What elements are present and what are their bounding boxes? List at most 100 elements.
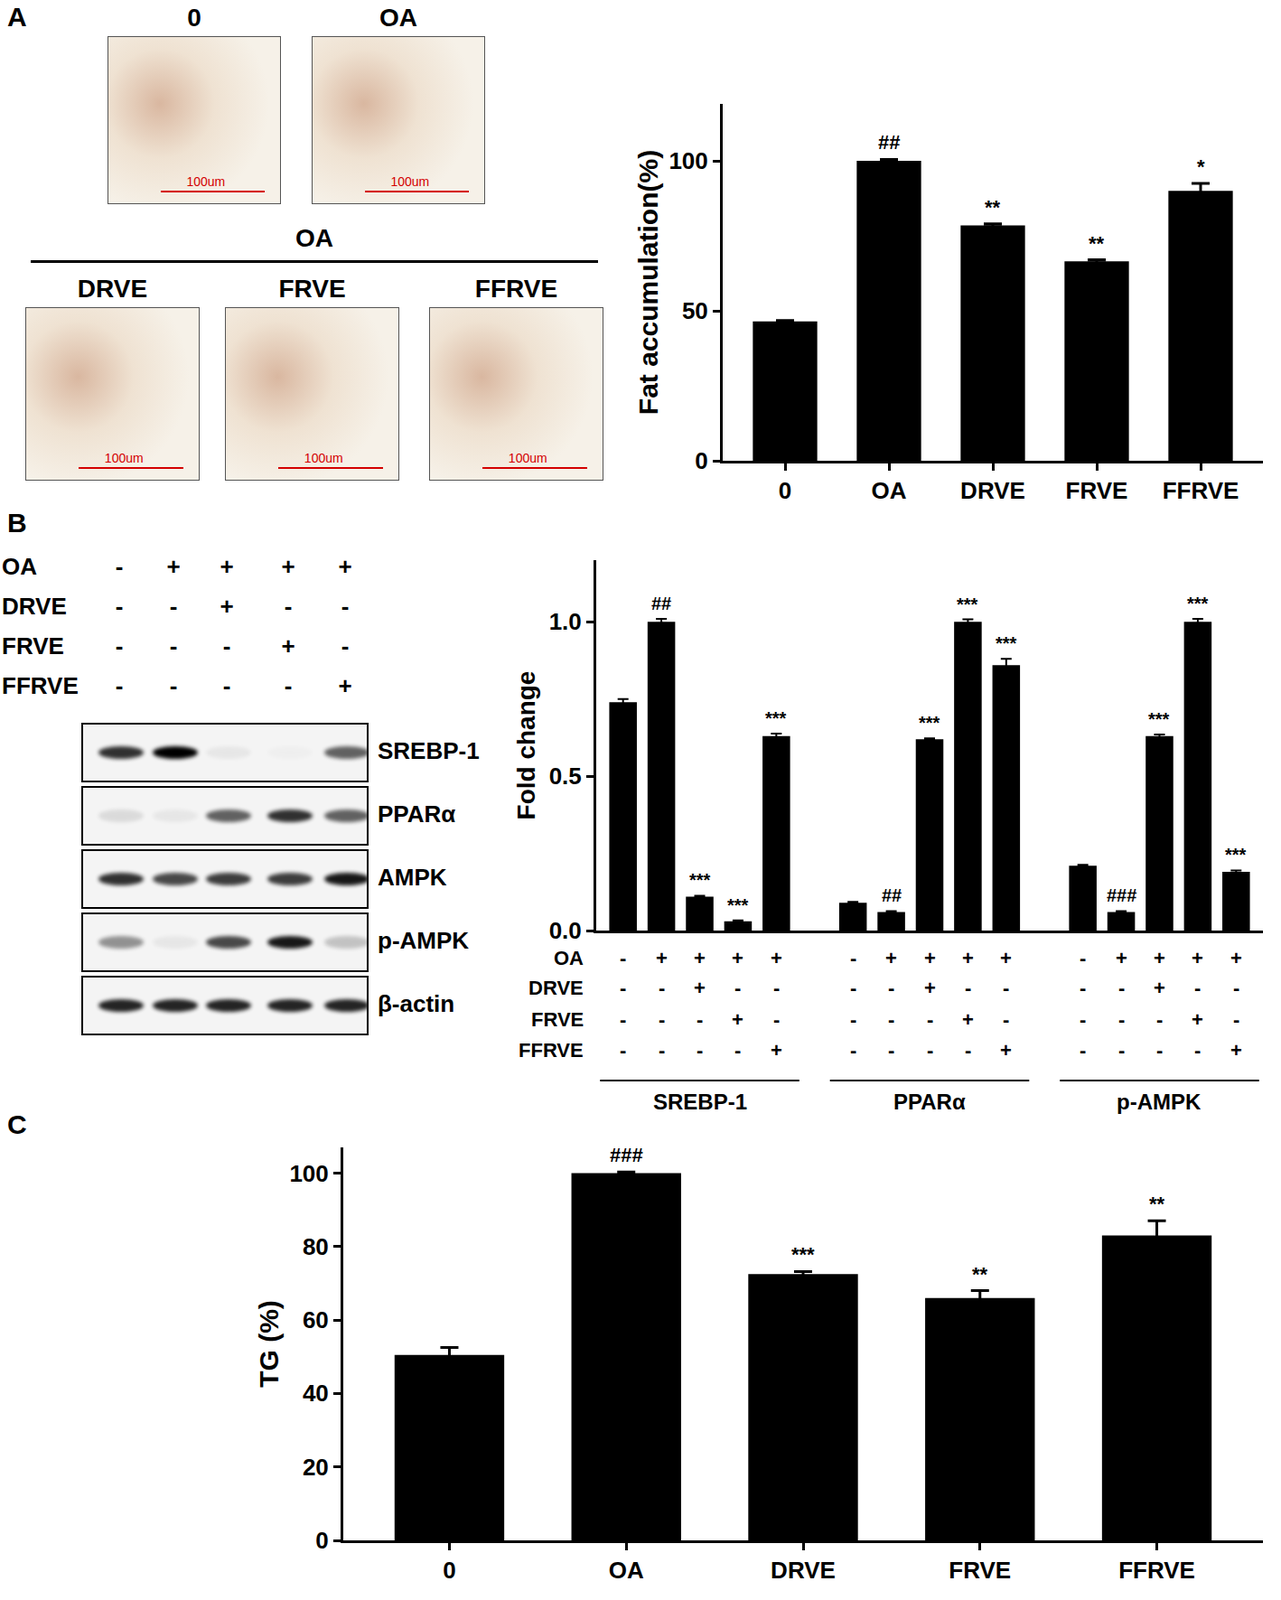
svg-text:+: + xyxy=(1153,946,1166,970)
svg-text:-: - xyxy=(888,976,895,1000)
svg-text:+: + xyxy=(731,946,744,970)
svg-text:***: *** xyxy=(1224,844,1247,865)
svg-text:###: ### xyxy=(1106,885,1137,906)
svg-text:-: - xyxy=(1233,976,1240,1000)
svg-text:+: + xyxy=(693,946,706,970)
svg-text:Fat accumulation(%): Fat accumulation(%) xyxy=(633,149,664,415)
svg-text:###: ### xyxy=(609,1143,644,1167)
svg-text:100: 100 xyxy=(668,147,708,175)
svg-text:FRVE: FRVE xyxy=(948,1556,1011,1584)
svg-text:##: ## xyxy=(878,130,900,154)
svg-text:+: + xyxy=(962,946,974,970)
svg-text:***: *** xyxy=(918,712,941,733)
svg-text:***: *** xyxy=(689,869,711,890)
svg-text:FFRVE: FFRVE xyxy=(1162,476,1240,505)
svg-text:-: - xyxy=(696,1038,703,1062)
svg-text:80: 80 xyxy=(302,1233,329,1261)
svg-text:+: + xyxy=(1191,1008,1204,1031)
svg-text:+: + xyxy=(1115,946,1128,970)
svg-text:0: 0 xyxy=(315,1526,328,1554)
svg-text:-: - xyxy=(773,976,780,1000)
svg-text:-: - xyxy=(1194,976,1201,1000)
svg-text:FRVE: FRVE xyxy=(1065,476,1129,505)
svg-text:1.0: 1.0 xyxy=(549,607,582,636)
svg-text:+: + xyxy=(1230,946,1243,970)
svg-text:+: + xyxy=(655,946,668,970)
svg-text:FFRVE: FFRVE xyxy=(1118,1556,1196,1584)
svg-text:*: * xyxy=(1196,155,1206,178)
svg-text:-: - xyxy=(888,1038,895,1062)
svg-text:-: - xyxy=(619,1008,627,1031)
svg-text:-: - xyxy=(850,1038,857,1062)
svg-text:+: + xyxy=(1153,976,1166,1000)
svg-text:-: - xyxy=(964,1038,972,1062)
svg-text:+: + xyxy=(924,976,936,1000)
svg-text:DRVE: DRVE xyxy=(528,976,584,1000)
svg-text:***: *** xyxy=(765,708,787,729)
svg-text:-: - xyxy=(658,1038,665,1062)
svg-text:-: - xyxy=(1079,1008,1086,1031)
svg-text:-: - xyxy=(1002,976,1010,1000)
svg-text:+: + xyxy=(770,1038,783,1062)
svg-text:-: - xyxy=(1118,1038,1125,1062)
svg-text:***: *** xyxy=(956,594,979,615)
svg-text:-: - xyxy=(734,1038,741,1062)
svg-text:0: 0 xyxy=(694,447,708,475)
svg-text:50: 50 xyxy=(682,297,709,325)
svg-text:+: + xyxy=(731,1008,744,1031)
svg-text:***: *** xyxy=(1148,709,1170,730)
svg-text:OA: OA xyxy=(871,476,907,505)
svg-text:40: 40 xyxy=(302,1379,329,1407)
svg-text:-: - xyxy=(1118,1008,1125,1031)
svg-text:Fold change: Fold change xyxy=(512,671,541,821)
svg-text:0: 0 xyxy=(778,476,792,505)
svg-text:***: *** xyxy=(1187,593,1209,614)
svg-text:**: ** xyxy=(1149,1192,1166,1216)
svg-text:-: - xyxy=(1156,1038,1163,1062)
svg-text:+: + xyxy=(1230,1038,1243,1062)
svg-text:-: - xyxy=(1079,1038,1086,1062)
svg-text:**: ** xyxy=(972,1262,989,1286)
svg-text:PPARα: PPARα xyxy=(893,1089,966,1114)
svg-text:DRVE: DRVE xyxy=(770,1556,836,1584)
svg-text:-: - xyxy=(850,976,857,1000)
svg-text:-: - xyxy=(850,946,857,970)
svg-text:-: - xyxy=(773,1008,780,1031)
svg-text:0.5: 0.5 xyxy=(549,762,582,790)
svg-text:-: - xyxy=(850,1008,857,1031)
svg-text:-: - xyxy=(1194,1038,1201,1062)
svg-text:0: 0 xyxy=(442,1556,456,1584)
svg-text:-: - xyxy=(1156,1008,1163,1031)
svg-text:+: + xyxy=(962,1008,974,1031)
svg-text:-: - xyxy=(926,1038,934,1062)
svg-text:0.0: 0.0 xyxy=(549,916,582,945)
svg-text:-: - xyxy=(658,976,665,1000)
svg-text:-: - xyxy=(1118,976,1125,1000)
svg-text:-: - xyxy=(1002,1008,1010,1031)
svg-text:+: + xyxy=(770,946,783,970)
svg-text:+: + xyxy=(693,976,706,1000)
svg-text:-: - xyxy=(964,976,972,1000)
svg-text:20: 20 xyxy=(302,1453,329,1481)
svg-text:+: + xyxy=(924,946,936,970)
svg-text:-: - xyxy=(1079,976,1086,1000)
svg-text:-: - xyxy=(658,1008,665,1031)
svg-text:-: - xyxy=(1079,946,1086,970)
svg-text:SREBP-1: SREBP-1 xyxy=(653,1089,748,1114)
svg-text:***: *** xyxy=(727,895,749,916)
svg-text:100: 100 xyxy=(289,1159,328,1188)
svg-text:60: 60 xyxy=(302,1306,329,1334)
svg-text:-: - xyxy=(696,1008,703,1031)
svg-text:+: + xyxy=(1191,946,1204,970)
svg-text:TG (%): TG (%) xyxy=(253,1299,284,1388)
svg-text:+: + xyxy=(1000,946,1012,970)
svg-text:##: ## xyxy=(651,593,672,614)
svg-text:***: *** xyxy=(995,633,1018,654)
svg-text:-: - xyxy=(619,1038,627,1062)
svg-text:-: - xyxy=(619,946,627,970)
svg-text:##: ## xyxy=(881,885,902,906)
svg-text:-: - xyxy=(888,1008,895,1031)
svg-text:p-AMPK: p-AMPK xyxy=(1116,1089,1202,1114)
svg-text:DRVE: DRVE xyxy=(960,476,1026,505)
svg-text:OA: OA xyxy=(553,946,584,970)
